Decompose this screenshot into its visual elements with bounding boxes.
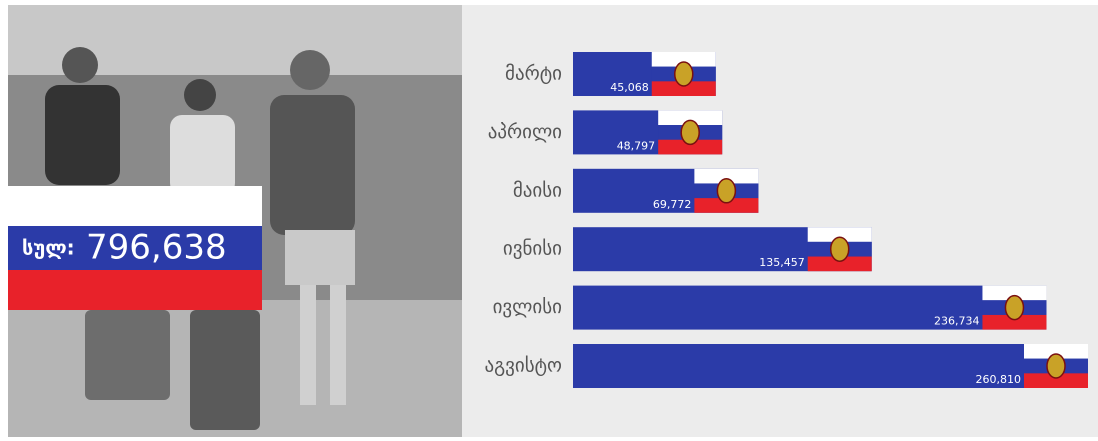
flag	[694, 169, 758, 213]
value-label: 45,068	[610, 81, 649, 94]
flag	[658, 110, 722, 154]
photo-suitcase	[190, 310, 260, 430]
total-name: სულ:	[22, 236, 75, 260]
infographic: სულ: 796,638 მარტი 45,068 აპრილი 48,797 მაის…	[0, 0, 1098, 441]
flag-emblem	[717, 179, 735, 203]
photo-person	[330, 285, 346, 405]
photo-person	[270, 95, 355, 235]
total-value: 796,638	[86, 228, 227, 268]
photo-person	[285, 230, 355, 285]
banner-red	[8, 270, 262, 310]
flag	[1024, 344, 1088, 388]
flag-emblem	[675, 62, 693, 86]
flag-emblem	[1005, 296, 1023, 320]
value-label: 69,772	[653, 198, 692, 211]
flag	[982, 286, 1046, 330]
value-label: 48,797	[617, 139, 656, 152]
value-label: 135,457	[759, 256, 805, 269]
value-label: 260,810	[976, 373, 1022, 386]
banner-white	[8, 186, 262, 226]
category-label: მარტი	[505, 63, 562, 85]
category-label: ივლისი	[493, 296, 562, 318]
photo-person	[62, 47, 98, 83]
photo-person	[290, 50, 330, 90]
category-label: მაისი	[513, 179, 562, 201]
total-banner: სულ: 796,638	[8, 186, 262, 310]
photo-person	[300, 285, 316, 405]
flag-emblem	[831, 237, 849, 261]
flag-emblem	[681, 120, 699, 144]
category-label: აპრილი	[488, 121, 562, 143]
photo-person	[45, 85, 120, 185]
flag-emblem	[1047, 354, 1065, 378]
category-label: აგვისტო	[484, 355, 562, 377]
category-label: ივნისი	[503, 238, 562, 260]
photo-person	[170, 115, 235, 195]
flag	[652, 52, 716, 96]
value-label: 236,734	[934, 315, 980, 328]
flag	[808, 227, 872, 271]
photo-suitcase	[85, 310, 170, 400]
photo-person	[184, 79, 216, 111]
